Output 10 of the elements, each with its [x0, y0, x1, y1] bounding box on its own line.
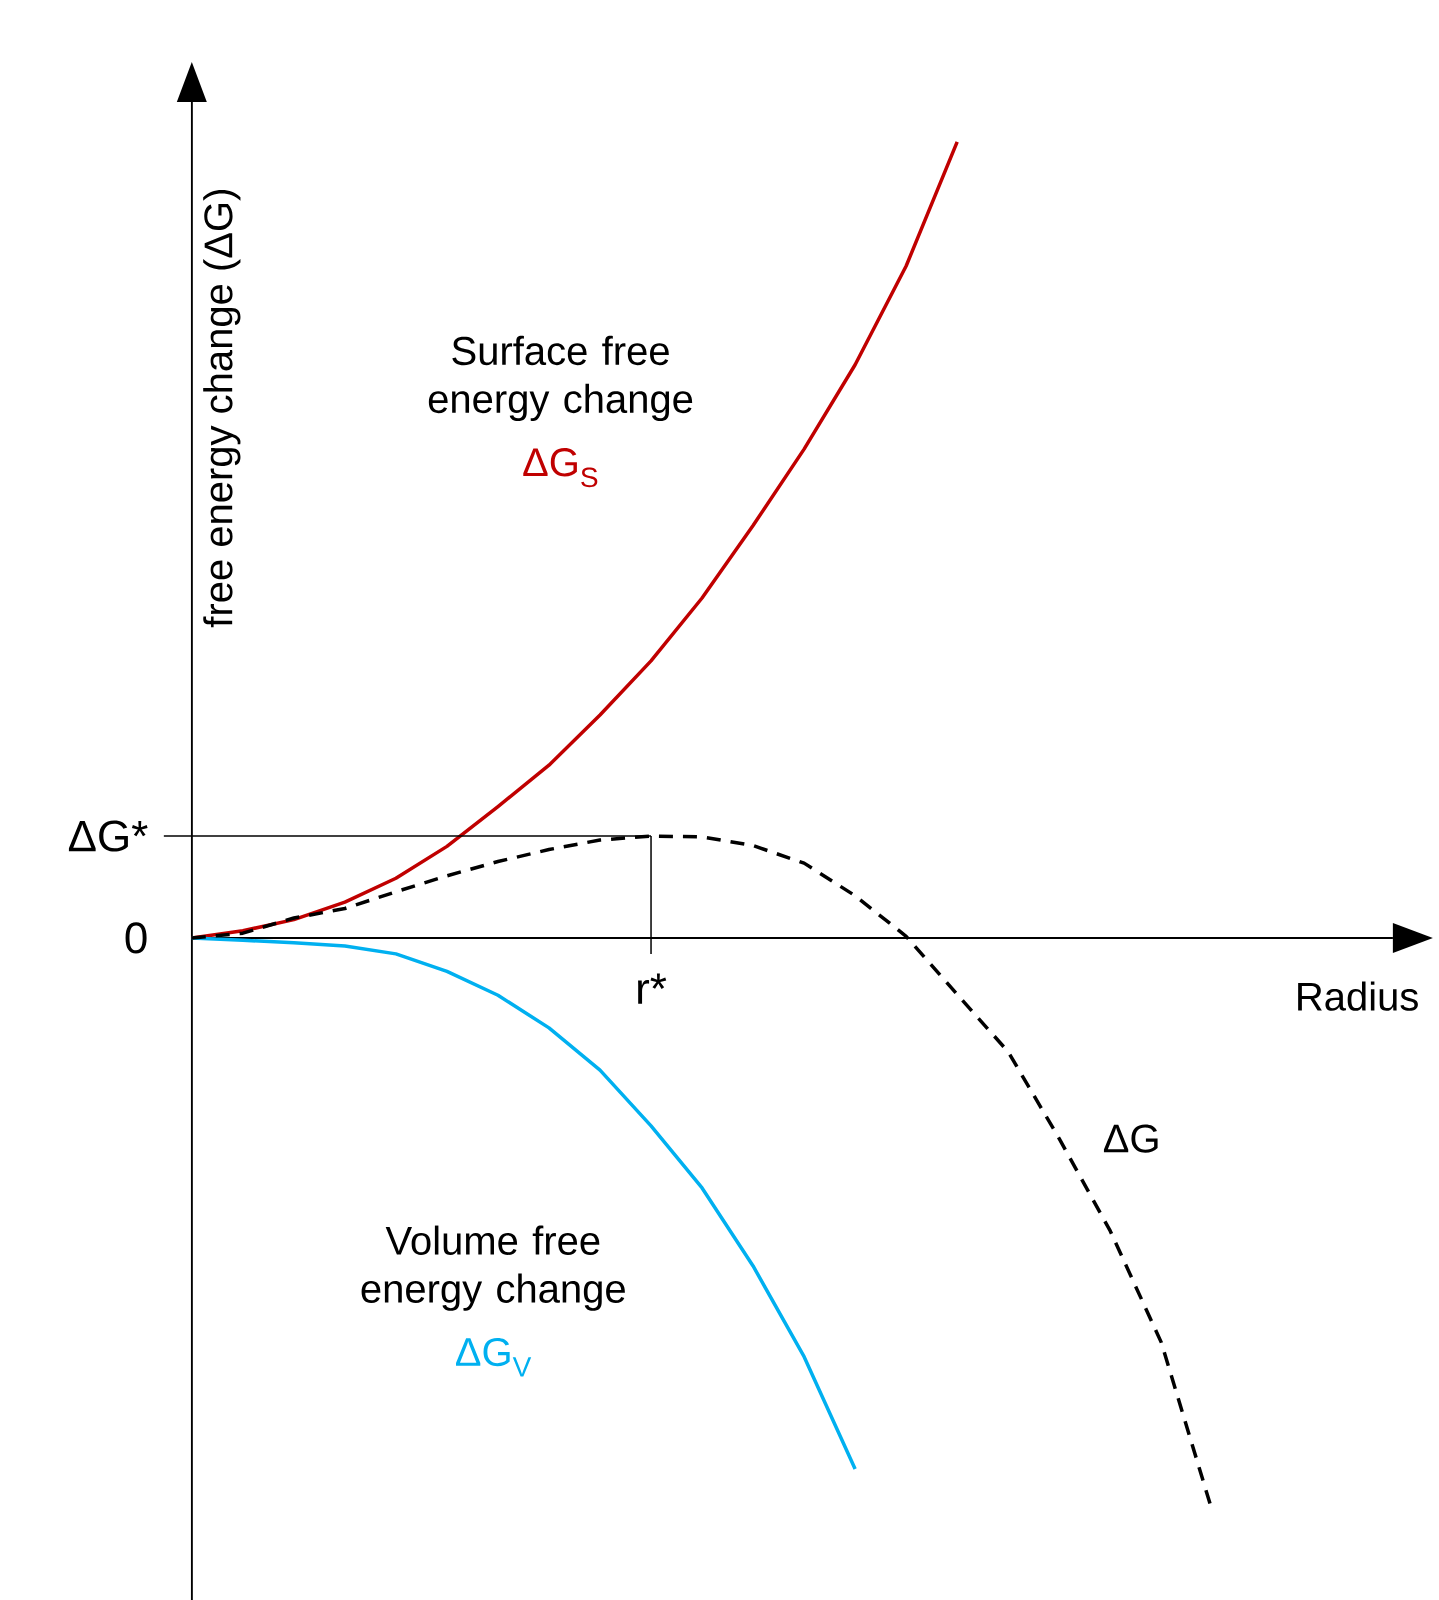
annotation: Surface free energy change	[428, 335, 693, 422]
text: ΔG$_{S}$	[523, 448, 598, 488]
text: 0	[125, 922, 147, 954]
text: ΔG$_{V}$	[456, 1337, 532, 1377]
text: ΔG*	[69, 820, 148, 852]
y-axis-title: free energy change (ΔG)	[203, 190, 241, 628]
annotation: Volume free energy change	[361, 1225, 625, 1311]
series-label: ΔG	[1104, 1124, 1158, 1153]
annotation: r*	[638, 973, 667, 1004]
x-axis-title: Radius	[1298, 981, 1418, 1011]
